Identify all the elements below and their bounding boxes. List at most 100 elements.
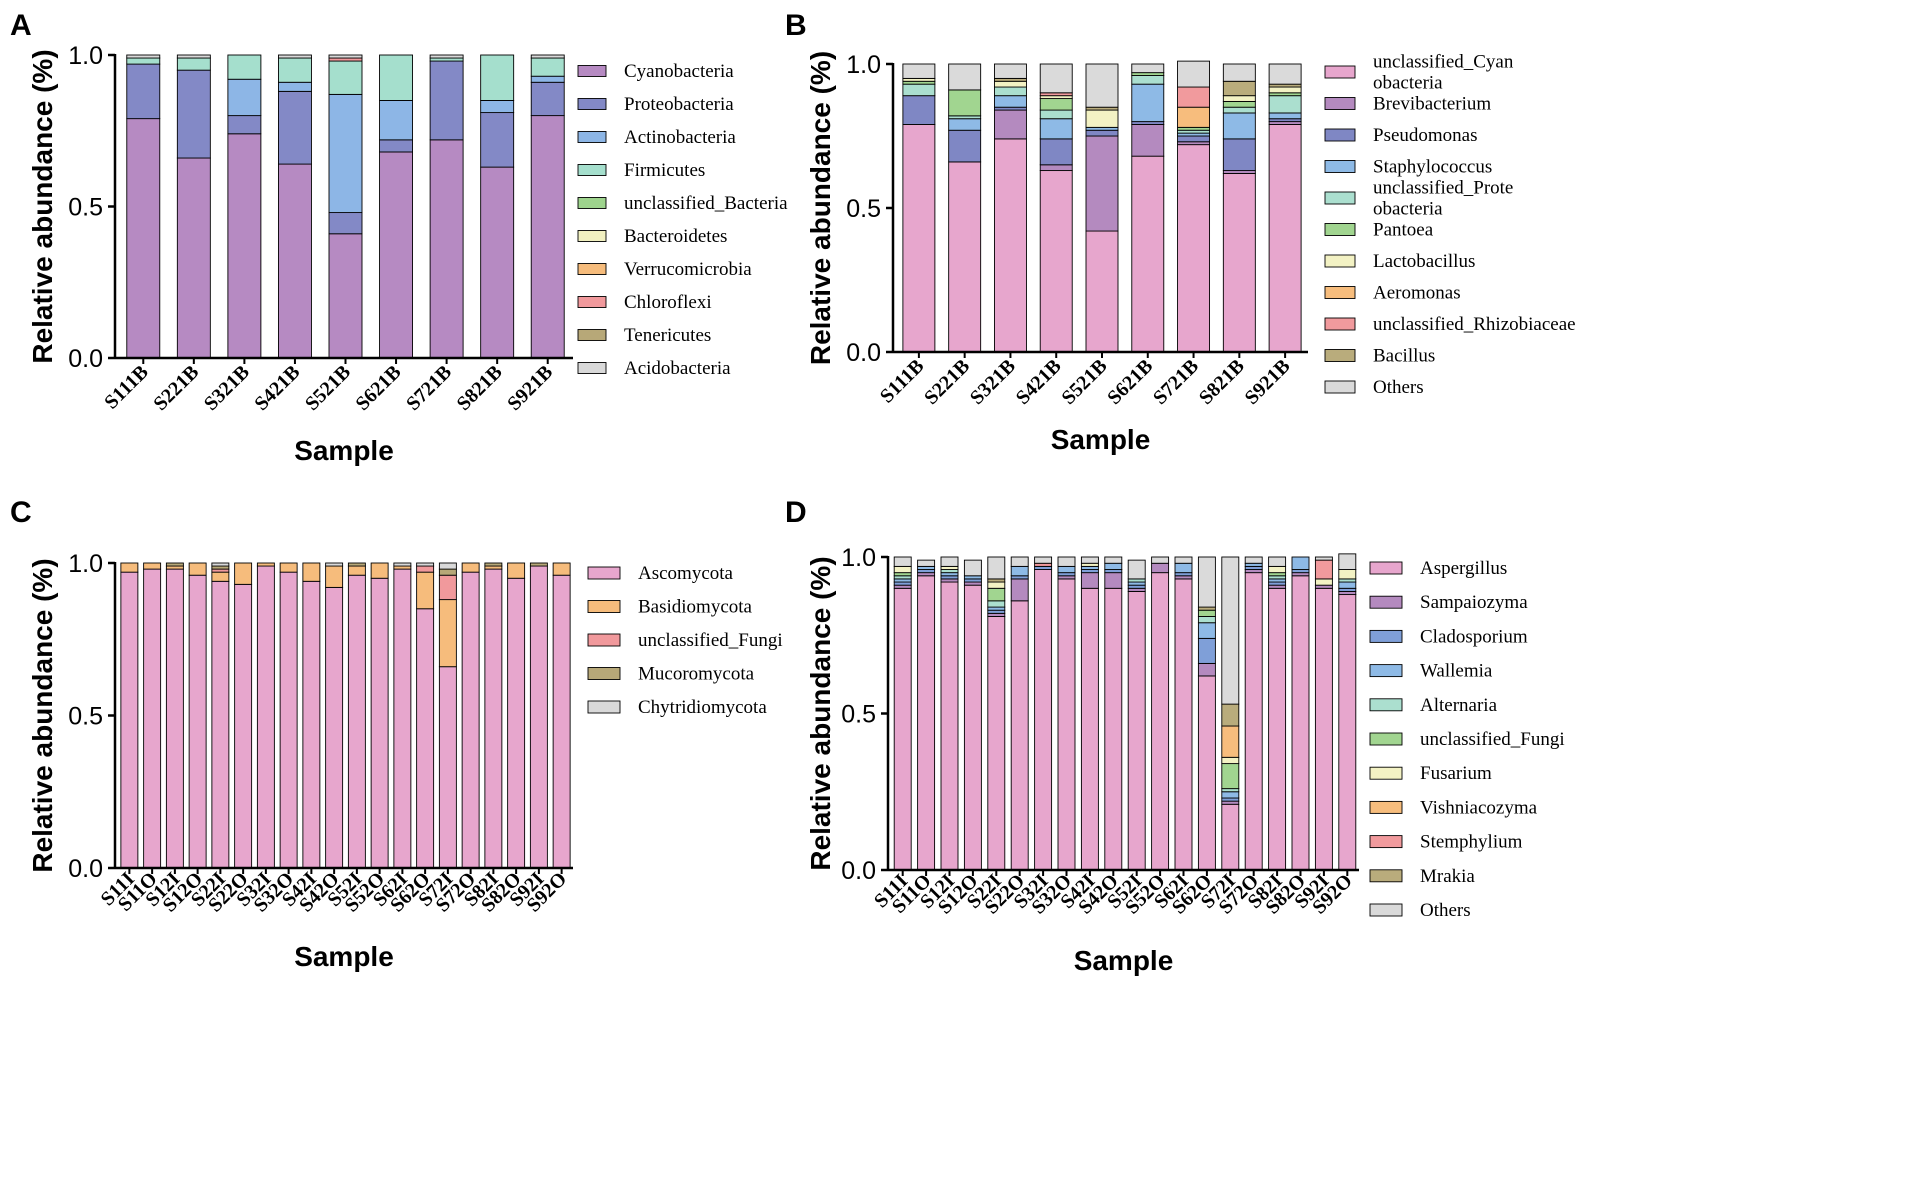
- legend-label: unclassified_Bacteria: [624, 193, 788, 214]
- x-axis-title: Sample: [1051, 424, 1151, 455]
- bar-segment: [1221, 788, 1240, 793]
- bar-segment: [1131, 124, 1165, 157]
- legend-label: Pantoea: [1373, 220, 1434, 241]
- bar-segment: [1197, 616, 1216, 624]
- x-tick-label: S421B: [1012, 355, 1066, 409]
- bar-segment: [1131, 155, 1165, 353]
- bar-segment: [552, 562, 571, 576]
- legend-item: Stemphylium: [1369, 832, 1523, 853]
- legend-swatch: [1369, 698, 1403, 712]
- legend-label: Cladosporium: [1420, 626, 1528, 647]
- bar-segment: [1177, 135, 1211, 143]
- bar-segment: [480, 166, 515, 359]
- bar-segment: [1314, 584, 1333, 589]
- legend-item: Actinobacteria: [577, 127, 736, 148]
- bar-segment: [1127, 584, 1146, 589]
- legend-label: Fusarium: [1420, 763, 1492, 784]
- legend-item: Lactobacillus: [1324, 251, 1475, 272]
- bar-segment: [1244, 572, 1263, 871]
- bar-segment: [1127, 590, 1146, 871]
- legend-swatch: [1369, 800, 1403, 814]
- bar-segment: [328, 54, 363, 59]
- legend: Ascomycota Basidiomycota unclassified_Fung…: [587, 563, 783, 718]
- bar-segment: [429, 139, 464, 359]
- bar-segment: [1039, 164, 1073, 172]
- bar-segment: [1338, 590, 1357, 596]
- bar-segment: [1222, 138, 1256, 172]
- bar-segment: [1197, 637, 1216, 664]
- legend-swatch: [1369, 903, 1403, 917]
- legend-swatch: [1324, 223, 1356, 236]
- bar-segment: [1291, 556, 1310, 570]
- bar-segment: [1338, 578, 1357, 583]
- bar-segment: [1057, 565, 1076, 574]
- bar-segment: [1039, 63, 1073, 94]
- legend-item: unclassified_Rhizobiaceae: [1324, 314, 1576, 335]
- bar-segment: [1221, 797, 1240, 802]
- legend-swatch: [1324, 128, 1356, 142]
- bar-segment: [1127, 581, 1146, 586]
- bar-segment: [176, 69, 211, 159]
- y-tick-label: 0.0: [846, 339, 881, 367]
- bar-segment: [1085, 135, 1119, 232]
- y-axis-title: Relative abundance (%): [805, 556, 836, 870]
- bar-segment: [1104, 556, 1123, 564]
- bar-segment: [176, 157, 211, 359]
- bar-segment: [1244, 569, 1263, 574]
- legend-label: obacteria: [1373, 73, 1443, 94]
- legend-label: Alternaria: [1420, 695, 1498, 716]
- legend: unclassified_CyanobacteriaBrevibacterium…: [1324, 52, 1576, 398]
- x-tick-label: S921B: [1241, 355, 1295, 409]
- bar-segment: [325, 562, 344, 567]
- legend-swatch: [1324, 286, 1356, 299]
- bar-segment: [940, 569, 959, 574]
- bar-segment: [277, 54, 312, 59]
- bar-segment: [948, 63, 982, 91]
- bar-segment: [1222, 95, 1256, 102]
- bar-segment: [552, 574, 571, 869]
- bar-segment: [165, 562, 184, 567]
- legend-label: Staphylococcus: [1373, 157, 1492, 178]
- x-tick-label: S721B: [402, 361, 456, 415]
- bar-segment: [211, 562, 230, 567]
- bar-segment: [948, 89, 982, 117]
- bar-segment: [429, 60, 464, 141]
- legend-swatch: [587, 566, 621, 580]
- bar-segment: [165, 565, 184, 570]
- bar-segment: [393, 562, 412, 567]
- bar-segment: [165, 568, 184, 869]
- bar-segment: [1221, 703, 1240, 727]
- bar-segment: [917, 569, 936, 574]
- bar-segment: [1268, 112, 1302, 120]
- bar-segment: [325, 586, 344, 869]
- bar-segment: [993, 63, 1027, 79]
- bar-segment: [1291, 572, 1310, 577]
- legend-item: Fusarium: [1369, 763, 1492, 784]
- x-tick-label: S111B: [100, 361, 153, 414]
- bar-segment: [1057, 578, 1076, 871]
- x-axis-title: Sample: [1074, 945, 1174, 976]
- bar-segment: [211, 568, 230, 573]
- legend-label: Wallemia: [1420, 661, 1493, 682]
- legend-label: Proteobacteria: [624, 94, 734, 115]
- bar-segment: [277, 81, 312, 92]
- bar-segment: [1010, 600, 1029, 871]
- bar-segment: [1314, 559, 1333, 580]
- bar-segment: [126, 118, 161, 359]
- y-tick-label: 1.0: [846, 51, 881, 79]
- bar-segment: [1244, 565, 1263, 570]
- bar-segment: [480, 112, 515, 168]
- bar-segment: [1080, 587, 1099, 871]
- bar-segment: [328, 60, 363, 95]
- bar-segment: [438, 568, 457, 576]
- legend-label: Pseudomonas: [1373, 125, 1478, 146]
- legend-swatch: [577, 197, 607, 209]
- bar-segment: [347, 574, 366, 869]
- bar-segment: [1080, 565, 1099, 570]
- bar-segment: [940, 578, 959, 583]
- bar-segment: [1104, 569, 1123, 574]
- bar-segment: [1034, 565, 1053, 570]
- bar-segment: [1174, 575, 1193, 580]
- legend-label: Chloroflexi: [624, 292, 712, 313]
- bar-segment: [893, 581, 912, 586]
